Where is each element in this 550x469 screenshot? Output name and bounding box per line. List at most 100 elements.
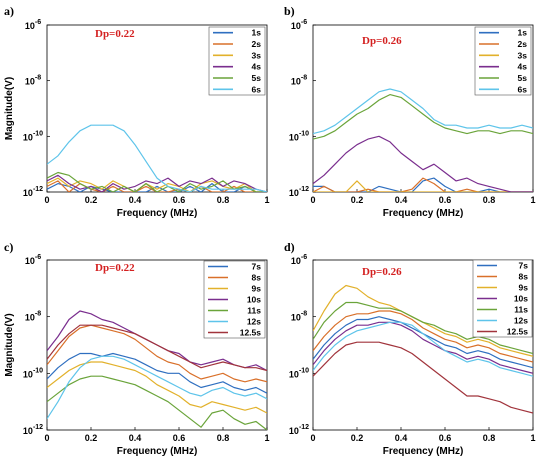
series-line-5s: [47, 171, 267, 192]
x-tick-label: 0.8: [217, 433, 230, 443]
y-tick-exponent: -10: [299, 130, 309, 137]
y-tick-base: 10: [25, 256, 35, 266]
y-tick-exponent: -10: [33, 367, 43, 374]
series-line-12s: [313, 321, 533, 377]
series-line-11s: [47, 375, 267, 430]
legend-label: 10s: [247, 295, 261, 305]
y-tick-exponent: -10: [33, 130, 43, 137]
x-tick-label: 0.4: [395, 195, 408, 205]
y-tick-exponent: -12: [33, 186, 43, 193]
series-line-6s: [47, 124, 267, 192]
legend-label: 2s: [518, 39, 528, 49]
legend-label: 1s: [252, 28, 262, 38]
y-tick-exponent: -6: [35, 254, 41, 261]
series-line-1s: [47, 183, 267, 192]
legend-label: 3s: [518, 50, 528, 60]
y-tick-base: 10: [289, 426, 299, 436]
y-tick-base: 10: [25, 21, 35, 31]
legend-label: 2s: [252, 39, 262, 49]
panel-b: 0 0.2 0.4 0.6 0.8 110-1210-1010-810-61s2s3s4s…: [284, 4, 536, 219]
legend: [474, 26, 532, 96]
legend-label: 6s: [518, 84, 528, 94]
x-tick-label: 0.8: [483, 433, 496, 443]
y-tick-label: 10-8: [291, 75, 307, 87]
panel-c: 0 0.2 0.4 0.6 0.8 110-1210-1010-810-67s8s9s10…: [4, 240, 270, 457]
dp-annotation: Dp=0.22: [95, 262, 135, 274]
series-group: [313, 88, 533, 192]
panel-label: a): [4, 4, 14, 18]
y-tick-base: 10: [291, 77, 301, 87]
dp-annotation: Dp=0.26: [362, 266, 402, 278]
x-tick-label: 1: [530, 433, 535, 443]
series-line-4s: [313, 135, 533, 192]
legend-label: 3s: [252, 50, 262, 60]
y-tick-label: 10-12: [289, 424, 309, 436]
legend-label: 5s: [518, 73, 528, 83]
legend-label: 9s: [519, 283, 529, 293]
y-tick-base: 10: [291, 21, 301, 31]
y-tick-label: 10-8: [291, 311, 307, 323]
legend-label: 4s: [252, 62, 262, 72]
y-tick-exponent: -12: [299, 424, 309, 431]
y-tick-exponent: -6: [301, 19, 307, 26]
y-tick-exponent: -8: [35, 311, 41, 318]
y-tick-base: 10: [291, 313, 301, 323]
dp-annotation: Dp=0.26: [362, 35, 402, 47]
series-line-8s: [47, 324, 267, 383]
x-tick-label: 0: [44, 433, 49, 443]
legend-label: 9s: [252, 284, 262, 294]
y-tick-label: 10-10: [23, 130, 43, 142]
series-line-7s: [47, 352, 267, 394]
y-tick-exponent: -8: [35, 75, 41, 82]
legend-label: 12.5s: [240, 328, 262, 338]
y-tick-label: 10-6: [25, 19, 41, 31]
series-line-1s: [313, 177, 533, 192]
y-tick-label: 10-6: [25, 254, 41, 266]
legend-label: 10s: [514, 294, 528, 304]
series-line-2s: [313, 177, 533, 192]
x-axis-label: Frequency (MHz): [383, 446, 464, 457]
legend-label: 7s: [519, 261, 529, 271]
series-line-12.5s: [47, 324, 267, 372]
x-tick-label: 0: [44, 195, 49, 205]
y-tick-exponent: -12: [299, 186, 309, 193]
y-tick-exponent: -6: [301, 254, 307, 261]
legend-label: 11s: [247, 306, 261, 316]
y-tick-label: 10-6: [291, 19, 307, 31]
y-tick-exponent: -8: [301, 75, 307, 82]
x-tick-label: 0: [310, 433, 315, 443]
y-tick-base: 10: [23, 188, 33, 198]
y-tick-base: 10: [291, 256, 301, 266]
legend-label: 12s: [247, 317, 261, 327]
y-axis-label: Magnitude(V): [4, 77, 15, 140]
panel-label: c): [4, 240, 13, 254]
series-line-3s: [47, 177, 267, 192]
y-tick-exponent: -10: [299, 367, 309, 374]
x-axis-label: Frequency (MHz): [117, 446, 198, 457]
series-line-8s: [313, 310, 533, 363]
series-line-6s: [313, 88, 533, 135]
legend-label: 12.5s: [507, 327, 529, 337]
legend-label: 1s: [518, 28, 528, 38]
x-tick-label: 0.6: [173, 433, 186, 443]
y-tick-label: 10-12: [289, 186, 309, 198]
panel-label: d): [284, 240, 295, 254]
y-tick-base: 10: [23, 426, 33, 436]
series-group: [313, 284, 533, 414]
x-tick-label: 0.6: [173, 195, 186, 205]
x-tick-label: 0.4: [395, 433, 408, 443]
y-tick-base: 10: [23, 369, 33, 379]
panel-d: 0 0.2 0.4 0.6 0.8 110-1210-1010-810-67s8s9s10…: [284, 240, 536, 457]
x-tick-label: 0.2: [85, 433, 98, 443]
x-tick-label: 0.2: [351, 195, 364, 205]
y-tick-exponent: -12: [33, 424, 43, 431]
legend-label: 6s: [252, 84, 262, 94]
legend-label: 8s: [519, 272, 529, 282]
series-group: [47, 124, 267, 192]
dp-annotation: Dp=0.22: [95, 28, 135, 40]
x-axis-label: Frequency (MHz): [117, 208, 198, 219]
y-tick-exponent: -6: [35, 19, 41, 26]
x-axis-label: Frequency (MHz): [383, 208, 464, 219]
y-tick-label: 10-8: [25, 311, 41, 323]
